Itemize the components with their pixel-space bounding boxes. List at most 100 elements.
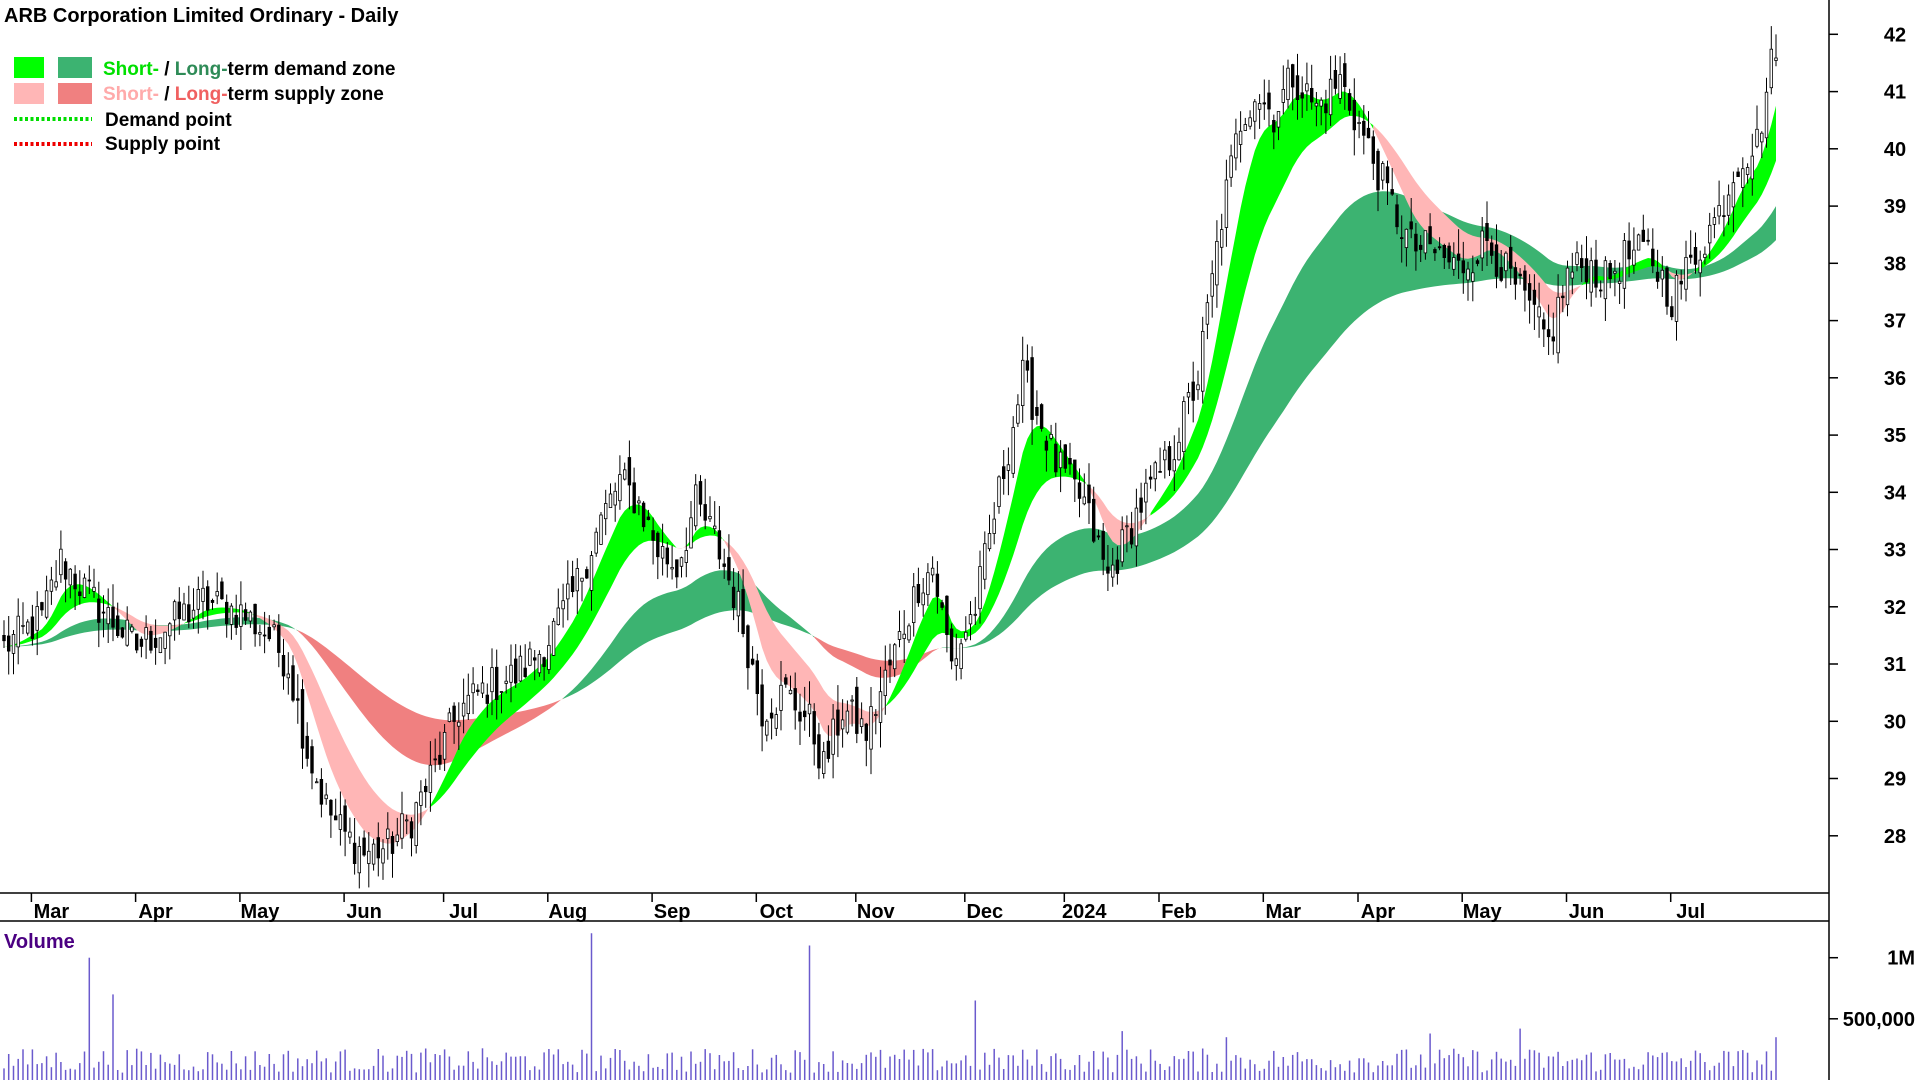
candle-body xyxy=(812,711,816,745)
candle-body xyxy=(1262,102,1266,105)
candle-body xyxy=(163,631,167,649)
candle-body xyxy=(1741,168,1745,188)
candle-body xyxy=(514,658,518,684)
candle-body xyxy=(1134,507,1139,547)
candle-body xyxy=(689,517,693,549)
candle-body xyxy=(210,600,215,603)
candle-body xyxy=(1423,230,1428,254)
candle-body xyxy=(1281,89,1285,103)
legend-demand-zone: Short- / Long-term demand zone xyxy=(14,57,395,80)
candle-body xyxy=(1542,319,1546,330)
candle-body xyxy=(1760,132,1764,143)
candle-body xyxy=(11,634,16,654)
legend-demand-rest: term demand zone xyxy=(228,59,396,80)
legend-demand-point-label: Demand point xyxy=(105,110,232,131)
long-term-zone-demand xyxy=(4,617,298,647)
candle-body xyxy=(357,846,361,874)
candle-body xyxy=(1480,230,1484,259)
candle-body xyxy=(769,712,774,719)
candle-body xyxy=(1414,233,1418,252)
candle-body xyxy=(457,721,461,727)
svg-text:Short- / Long-term supply zone: Short- / Long-term supply zone xyxy=(103,84,384,105)
candle-body xyxy=(1461,260,1465,274)
candle-body xyxy=(670,567,674,570)
volume-axis-ticks: 1M 500,000 xyxy=(1829,948,1915,1031)
x-tick-label: Oct xyxy=(760,901,794,923)
candle-body xyxy=(788,689,793,695)
candle-body xyxy=(1395,204,1399,228)
candle-body xyxy=(82,577,87,598)
candle-body xyxy=(1291,64,1295,88)
candle-body xyxy=(262,634,267,637)
candle-body xyxy=(1343,63,1347,87)
x-tick-label: Dec xyxy=(966,901,1003,923)
candle-body xyxy=(1196,384,1200,391)
candle-body xyxy=(191,609,196,619)
candle-body xyxy=(168,623,172,637)
candle-body xyxy=(637,500,641,504)
candle-body xyxy=(779,684,783,711)
candle-body xyxy=(1518,273,1522,277)
candle-body xyxy=(1532,289,1537,305)
candle-body xyxy=(992,518,996,534)
candle-body xyxy=(684,550,688,563)
candle-body xyxy=(16,615,20,648)
candle-body xyxy=(196,589,200,610)
legend-demand-long-swatch xyxy=(58,57,92,78)
candle-body xyxy=(1684,256,1688,290)
legend-supply-separator: / xyxy=(159,84,175,105)
candle-body xyxy=(798,711,802,722)
y-tick-label: 28 xyxy=(1884,826,1906,848)
candle-body xyxy=(224,601,229,625)
candle-body xyxy=(68,568,72,586)
candle-body xyxy=(1362,120,1366,136)
candle-body xyxy=(1499,267,1503,281)
candle-body xyxy=(850,699,854,702)
candle-body xyxy=(149,630,153,651)
candle-body xyxy=(1011,427,1015,474)
candle-body xyxy=(708,516,712,520)
candle-body xyxy=(310,746,314,774)
short-term-zone-supply xyxy=(113,606,184,636)
candle-body xyxy=(1063,444,1067,469)
candle-body xyxy=(1328,78,1333,116)
candle-body xyxy=(1333,70,1338,89)
candle-body xyxy=(722,563,726,567)
candle-body xyxy=(907,625,911,641)
candle-body xyxy=(466,694,470,714)
candle-body xyxy=(1390,189,1394,195)
candle-body xyxy=(1641,229,1645,242)
candle-body xyxy=(608,493,613,509)
candle-body xyxy=(1338,74,1342,99)
candle-body xyxy=(660,546,665,559)
candle-body xyxy=(205,586,210,611)
y-tick-label: 41 xyxy=(1884,82,1906,104)
candle-body xyxy=(1632,249,1636,266)
candle-body xyxy=(78,591,82,597)
candle-body xyxy=(1310,88,1314,103)
legend-supply-long-swatch xyxy=(58,83,92,104)
candle-body xyxy=(817,734,821,769)
candle-body xyxy=(362,837,366,856)
candle-body xyxy=(120,627,125,638)
candle-body xyxy=(1698,259,1702,274)
candle-body xyxy=(63,561,68,580)
candle-body xyxy=(1674,274,1679,322)
candle-body xyxy=(1115,559,1120,574)
candle-body xyxy=(447,712,452,722)
legend-demand-short-swatch xyxy=(14,57,44,78)
candle-body xyxy=(1229,155,1233,178)
candle-body xyxy=(585,569,589,579)
candle-body xyxy=(945,595,949,636)
x-tick-label: Jun xyxy=(346,901,382,923)
candle-body xyxy=(452,705,456,722)
candle-body xyxy=(1220,229,1224,248)
candle-body xyxy=(134,633,139,651)
candle-body xyxy=(912,586,916,623)
short-term-zone-demand xyxy=(885,425,1089,707)
svg-text:Short- / Long-term demand zone: Short- / Long-term demand zone xyxy=(103,59,395,80)
candle-body xyxy=(926,572,930,596)
candle-body xyxy=(116,615,120,637)
candle-body xyxy=(390,836,395,854)
